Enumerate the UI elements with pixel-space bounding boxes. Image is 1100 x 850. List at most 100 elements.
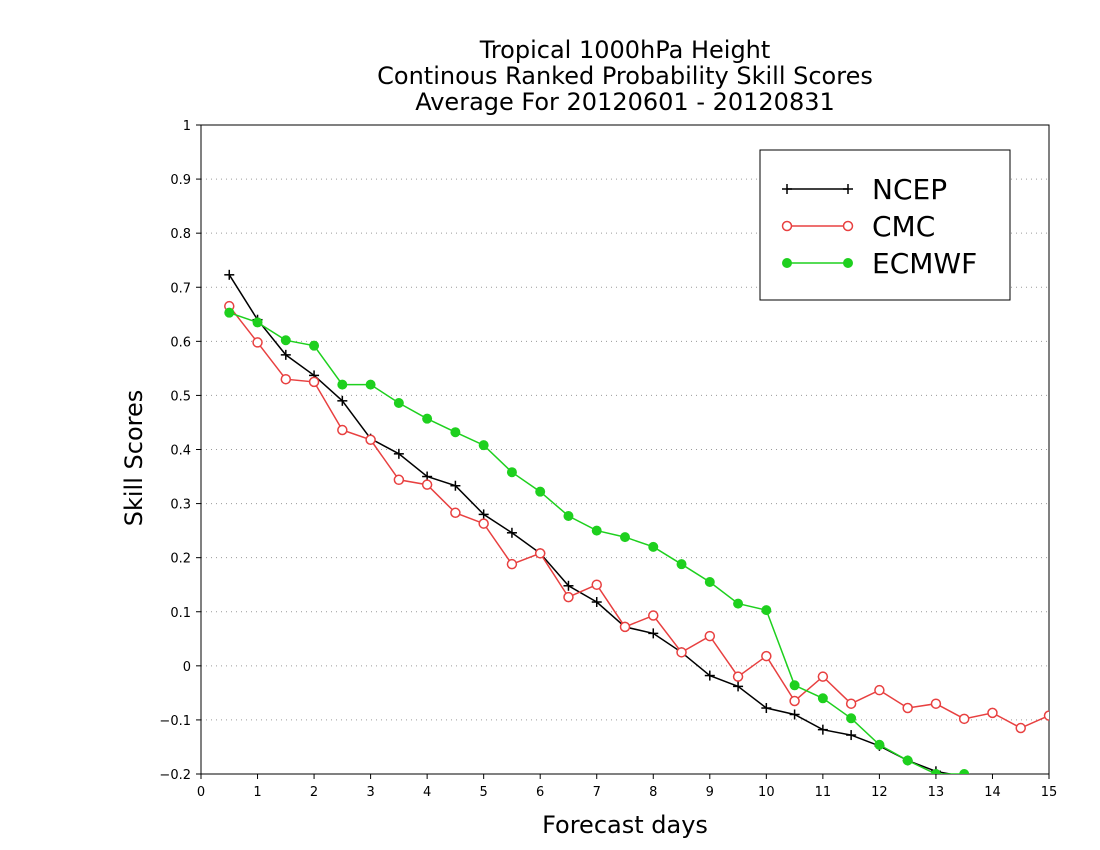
data-point-ecmwf <box>676 559 687 570</box>
data-point-cmc <box>987 707 998 719</box>
data-point-cmc <box>365 434 376 446</box>
data-point-ecmwf <box>309 340 320 351</box>
x-tick-label: 13 <box>928 785 945 800</box>
x-axis-label: Forecast days <box>542 811 708 839</box>
data-point-ecmwf <box>535 486 546 497</box>
x-tick-label: 9 <box>706 785 714 800</box>
x-axis-ticks: 0 1 2 3 4 5 6 7 8 9 10 11 12 13 14 15 <box>197 774 1057 800</box>
data-point-cmc <box>478 518 489 529</box>
y-tick-label: 0 <box>183 660 191 675</box>
data-point-cmc <box>421 479 433 490</box>
data-point-ncep <box>591 597 602 608</box>
data-point-cmc <box>534 548 546 559</box>
x-tick-label: 1 <box>253 785 261 800</box>
data-point-ecmwf <box>393 397 404 408</box>
data-point-cmc <box>506 558 518 570</box>
y-tick-label: −0.1 <box>159 714 191 729</box>
data-point-ecmwf <box>620 532 630 543</box>
data-point-ncep <box>280 349 291 360</box>
data-point-ncep <box>846 730 857 741</box>
data-point-cmc <box>845 698 857 709</box>
data-point-cmc <box>648 610 659 621</box>
data-point-cmc <box>732 671 744 682</box>
data-point-ecmwf <box>733 598 744 609</box>
data-point-cmc <box>902 702 913 714</box>
x-tick-label: 11 <box>815 785 832 800</box>
x-tick-label: 4 <box>423 785 431 800</box>
data-point-ncep <box>733 681 744 692</box>
data-point-cmc <box>761 650 772 662</box>
data-point-ecmwf <box>930 769 941 774</box>
data-point-ecmwf <box>648 541 659 552</box>
data-point-cmc <box>874 684 885 696</box>
data-point-cmc <box>337 424 348 436</box>
legend-marker <box>782 258 792 268</box>
data-point-ncep <box>337 395 348 406</box>
legend-box <box>759 149 1011 301</box>
legend-label-ecmwf: ECMWF <box>872 247 977 280</box>
x-tick-label: 15 <box>1041 785 1058 800</box>
y-tick-label: 0.9 <box>170 173 191 188</box>
data-point-ecmwf <box>280 335 291 346</box>
data-point-ecmwf <box>761 605 772 616</box>
data-point-cmc <box>789 695 800 707</box>
y-tick-label: 0.2 <box>170 552 191 567</box>
y-tick-label: 0.5 <box>170 389 191 404</box>
data-point-ecmwf <box>789 680 800 691</box>
legend-marker <box>843 184 853 194</box>
legend-marker <box>843 258 853 268</box>
legend-item-ecmwf: ECMWF <box>782 247 977 280</box>
data-point-ecmwf <box>846 713 857 724</box>
legend-marker <box>781 220 793 232</box>
data-point-ecmwf <box>591 525 602 536</box>
y-tick-label: 0.3 <box>170 498 191 513</box>
title-line-2: Continous Ranked Probability Skill Score… <box>377 62 873 90</box>
title-line-1: Tropical 1000hPa Height <box>479 36 771 64</box>
data-point-ncep <box>704 670 715 681</box>
data-point-ecmwf <box>874 739 885 750</box>
data-point-ecmwf <box>506 467 517 478</box>
series-ecmwf <box>224 307 970 774</box>
y-tick-label: 1 <box>183 119 191 134</box>
data-point-ecmwf <box>252 317 263 328</box>
data-point-ecmwf <box>704 577 715 588</box>
data-point-ecmwf <box>450 427 461 438</box>
x-tick-label: 14 <box>984 785 1001 800</box>
x-tick-label: 0 <box>197 785 205 800</box>
data-point-ncep <box>393 448 404 459</box>
data-point-cmc <box>817 671 829 682</box>
data-point-ecmwf <box>365 379 376 390</box>
y-axis-ticks: −0.2 −0.1 0 0.1 0.2 0.3 0.4 0.5 0.6 0.7 0.8 0.9 1 <box>159 119 201 783</box>
data-point-ecmwf <box>817 693 828 704</box>
series-area <box>224 269 1049 774</box>
y-tick-label: 0.6 <box>170 335 191 350</box>
y-tick-label: 0.7 <box>170 281 191 296</box>
y-tick-label: 0.4 <box>170 444 191 459</box>
legend-label-cmc: CMC <box>872 210 935 243</box>
legend-item-ncep: NCEP <box>782 173 947 206</box>
x-tick-label: 8 <box>649 785 657 800</box>
data-point-ecmwf <box>422 413 433 424</box>
x-tick-label: 12 <box>871 785 888 800</box>
data-point-ncep <box>478 509 489 520</box>
y-tick-label: 0.1 <box>170 606 191 621</box>
title-line-3: Average For 20120601 - 20120831 <box>415 88 835 116</box>
x-tick-label: 3 <box>366 785 374 800</box>
data-point-ecmwf <box>337 379 348 390</box>
data-point-ecmwf <box>224 307 235 318</box>
x-tick-label: 2 <box>310 785 318 800</box>
data-point-cmc <box>704 630 716 642</box>
y-axis-label: Skill Scores <box>120 390 148 527</box>
data-point-cmc <box>252 337 263 348</box>
data-point-cmc <box>676 647 687 658</box>
data-point-ecmwf <box>902 755 913 766</box>
legend-item-cmc: CMC <box>781 210 935 243</box>
series-cmc <box>224 300 1049 734</box>
data-point-ncep <box>817 724 828 735</box>
data-point-ncep <box>761 703 772 714</box>
legend-label-ncep: NCEP <box>872 173 947 206</box>
legend-marker <box>782 184 792 194</box>
data-point-cmc <box>1015 722 1026 734</box>
series-line-cmc <box>228 305 1049 729</box>
